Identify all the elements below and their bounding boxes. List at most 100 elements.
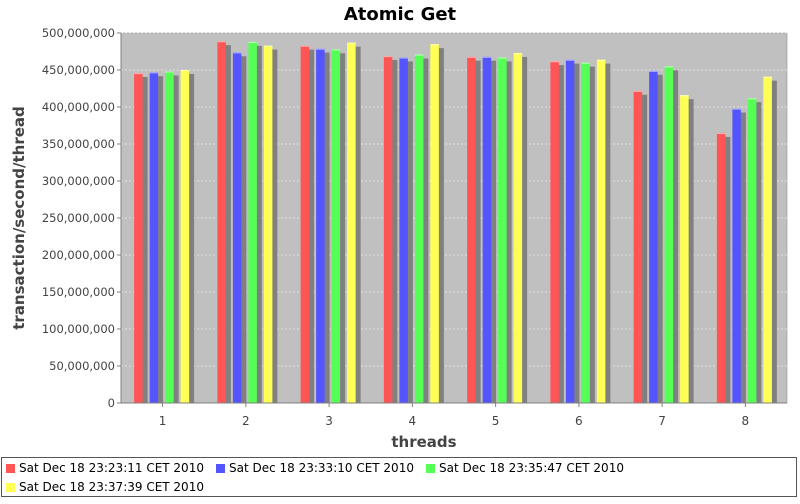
bar-1-2 — [217, 41, 226, 403]
bar-3-6 — [581, 62, 590, 403]
x-tick-label: 2 — [242, 414, 250, 428]
bar-shadow — [305, 49, 315, 404]
bar-highlight — [581, 62, 590, 64]
x-tick-label: 4 — [409, 414, 417, 428]
bar-4-1 — [180, 70, 190, 403]
bar-highlight — [331, 49, 341, 51]
bar-highlight — [263, 45, 273, 47]
y-tick-label: 300,000,000 — [42, 174, 115, 188]
bar-4-4 — [430, 44, 439, 403]
x-tick-label: 6 — [575, 414, 583, 428]
legend-item-series-4: Sat Dec 18 23:37:39 CET 2010 — [6, 480, 204, 494]
y-tick-label: 400,000,000 — [42, 100, 115, 114]
bar-3-5 — [498, 57, 507, 404]
bar-highlight — [383, 55, 393, 58]
bar-shadow — [654, 74, 663, 404]
bar-highlight — [180, 70, 190, 72]
bar-highlight — [300, 45, 310, 47]
legend-label-series-1: Sat Dec 18 23:23:11 CET 2010 — [19, 461, 204, 475]
bar-shadow — [601, 63, 611, 403]
x-tick-label: 8 — [742, 414, 750, 428]
y-tick-label: 100,000,000 — [42, 322, 115, 336]
y-axis-label: transaction/second/thread — [10, 106, 28, 330]
bar-highlight — [414, 54, 424, 56]
legend-item-series-3: Sat Dec 18 23:35:47 CET 2010 — [426, 461, 624, 475]
bar-shadow — [139, 76, 148, 404]
bar-shadow — [321, 52, 330, 403]
bar-highlight — [316, 48, 325, 50]
bar-highlight — [347, 42, 356, 44]
bar-4-8 — [763, 76, 772, 403]
bar-highlight — [763, 76, 772, 78]
x-tick-label: 5 — [492, 414, 500, 428]
bar-highlight — [680, 95, 689, 97]
x-tick-label: 7 — [658, 414, 666, 428]
bar-shadow — [419, 58, 429, 404]
bar-highlight — [430, 44, 439, 46]
bar-highlight — [633, 90, 643, 92]
bar-1-6 — [550, 61, 559, 404]
y-tick-label: 450,000,000 — [42, 63, 115, 77]
bar-2-3 — [316, 48, 325, 403]
legend-item-series-2: Sat Dec 18 23:33:10 CET 2010 — [216, 461, 414, 475]
bar-4-3 — [347, 42, 356, 404]
bar-shadow — [669, 70, 679, 404]
bar-4-2 — [263, 45, 273, 404]
bar-highlight — [467, 56, 476, 58]
bar-shadow — [472, 60, 481, 404]
bar-4-6 — [596, 59, 606, 403]
y-tick-label: 500,000,000 — [42, 26, 115, 40]
bar-shadow — [503, 61, 512, 404]
bar-1-1 — [134, 72, 143, 404]
bar-highlight — [399, 57, 408, 59]
bar-shadow — [222, 45, 231, 403]
bar-highlight — [596, 59, 606, 61]
bar-shadow — [154, 76, 164, 403]
y-tick-label: 350,000,000 — [42, 137, 115, 151]
bar-2-8 — [732, 108, 741, 403]
bar-2-2 — [232, 52, 242, 404]
bar-shadow — [570, 63, 580, 403]
bar-highlight — [664, 66, 674, 68]
bar-highlight — [134, 72, 143, 75]
bar-highlight — [550, 61, 559, 63]
bar-highlight — [498, 57, 507, 59]
chart-legend: Sat Dec 18 23:23:11 CET 2010 Sat Dec 18 … — [1, 457, 797, 497]
bar-shadow — [404, 61, 413, 404]
legend-item-series-1: Sat Dec 18 23:23:11 CET 2010 — [6, 461, 204, 475]
bar-shadow — [737, 112, 746, 403]
bar-shadow — [170, 75, 179, 403]
bar-shadow — [752, 102, 762, 404]
bar-1-7 — [633, 90, 643, 403]
bar-shadow — [768, 80, 777, 403]
bar-shadow — [388, 59, 398, 403]
bar-highlight — [149, 72, 159, 74]
bar-shadow — [638, 94, 648, 403]
bar-2-4 — [399, 57, 408, 404]
y-tick-label: 150,000,000 — [42, 285, 115, 299]
x-tick-label: 3 — [325, 414, 333, 428]
bar-3-4 — [414, 54, 424, 404]
bar-1-3 — [300, 45, 310, 404]
bar-1-4 — [383, 55, 393, 403]
legend-label-series-3: Sat Dec 18 23:35:47 CET 2010 — [439, 461, 624, 475]
legend-swatch-series-2 — [216, 463, 225, 473]
bar-3-3 — [331, 49, 341, 403]
bar-3-1 — [165, 71, 174, 403]
bar-shadow — [352, 46, 361, 404]
bar-highlight — [248, 41, 257, 44]
bar-highlight — [513, 52, 523, 55]
y-tick-label: 0 — [108, 396, 115, 410]
bar-shadow — [435, 48, 444, 403]
bar-2-1 — [149, 72, 159, 403]
y-tick-label: 250,000,000 — [42, 211, 115, 225]
bar-1-5 — [467, 56, 476, 404]
legend-swatch-series-1 — [6, 463, 15, 473]
bar-2-7 — [649, 70, 658, 404]
bar-shadow — [721, 136, 731, 403]
bar-shadow — [586, 66, 595, 403]
bar-highlight — [232, 52, 242, 54]
bar-3-2 — [248, 41, 257, 403]
